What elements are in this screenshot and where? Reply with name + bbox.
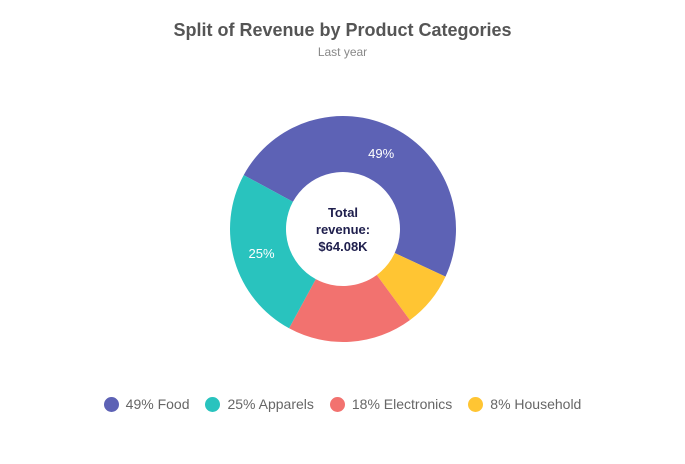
slice-household[interactable] [376,252,446,321]
slice-electronics[interactable] [289,274,410,342]
legend-marker-food [103,396,119,412]
legend: 49% Food 25% Apparels 18% Electronics 8%… [0,396,685,412]
center-label-line: $64.08K [318,239,368,254]
chart-title: Split of Revenue by Product Categories [173,20,512,40]
slice-food[interactable] [243,116,456,277]
legend-item-household[interactable]: 8% Household [468,396,581,412]
legend-label-apparels: 25% Apparels [227,396,314,412]
legend-label-food: 49% Food [125,396,190,412]
center-label-line: revenue: [316,222,370,237]
legend-marker-household [468,396,484,412]
slice-apparels[interactable] [230,175,316,329]
slice-value-label-apparels: 25% [248,246,274,261]
center-label-line: Total [328,205,358,220]
legend-item-electronics[interactable]: 18% Electronics [329,396,453,412]
legend-item-food[interactable]: 49% Food [103,396,190,412]
legend-marker-apparels [205,396,221,412]
legend-label-household: 8% Household [490,396,582,412]
chart-subtitle: Last year [317,45,368,59]
legend-label-electronics: 18% Electronics [351,396,453,412]
legend-item-apparels[interactable]: 25% Apparels [205,396,314,412]
slice-value-label-food: 49% [368,146,394,161]
legend-marker-electronics [329,396,345,412]
